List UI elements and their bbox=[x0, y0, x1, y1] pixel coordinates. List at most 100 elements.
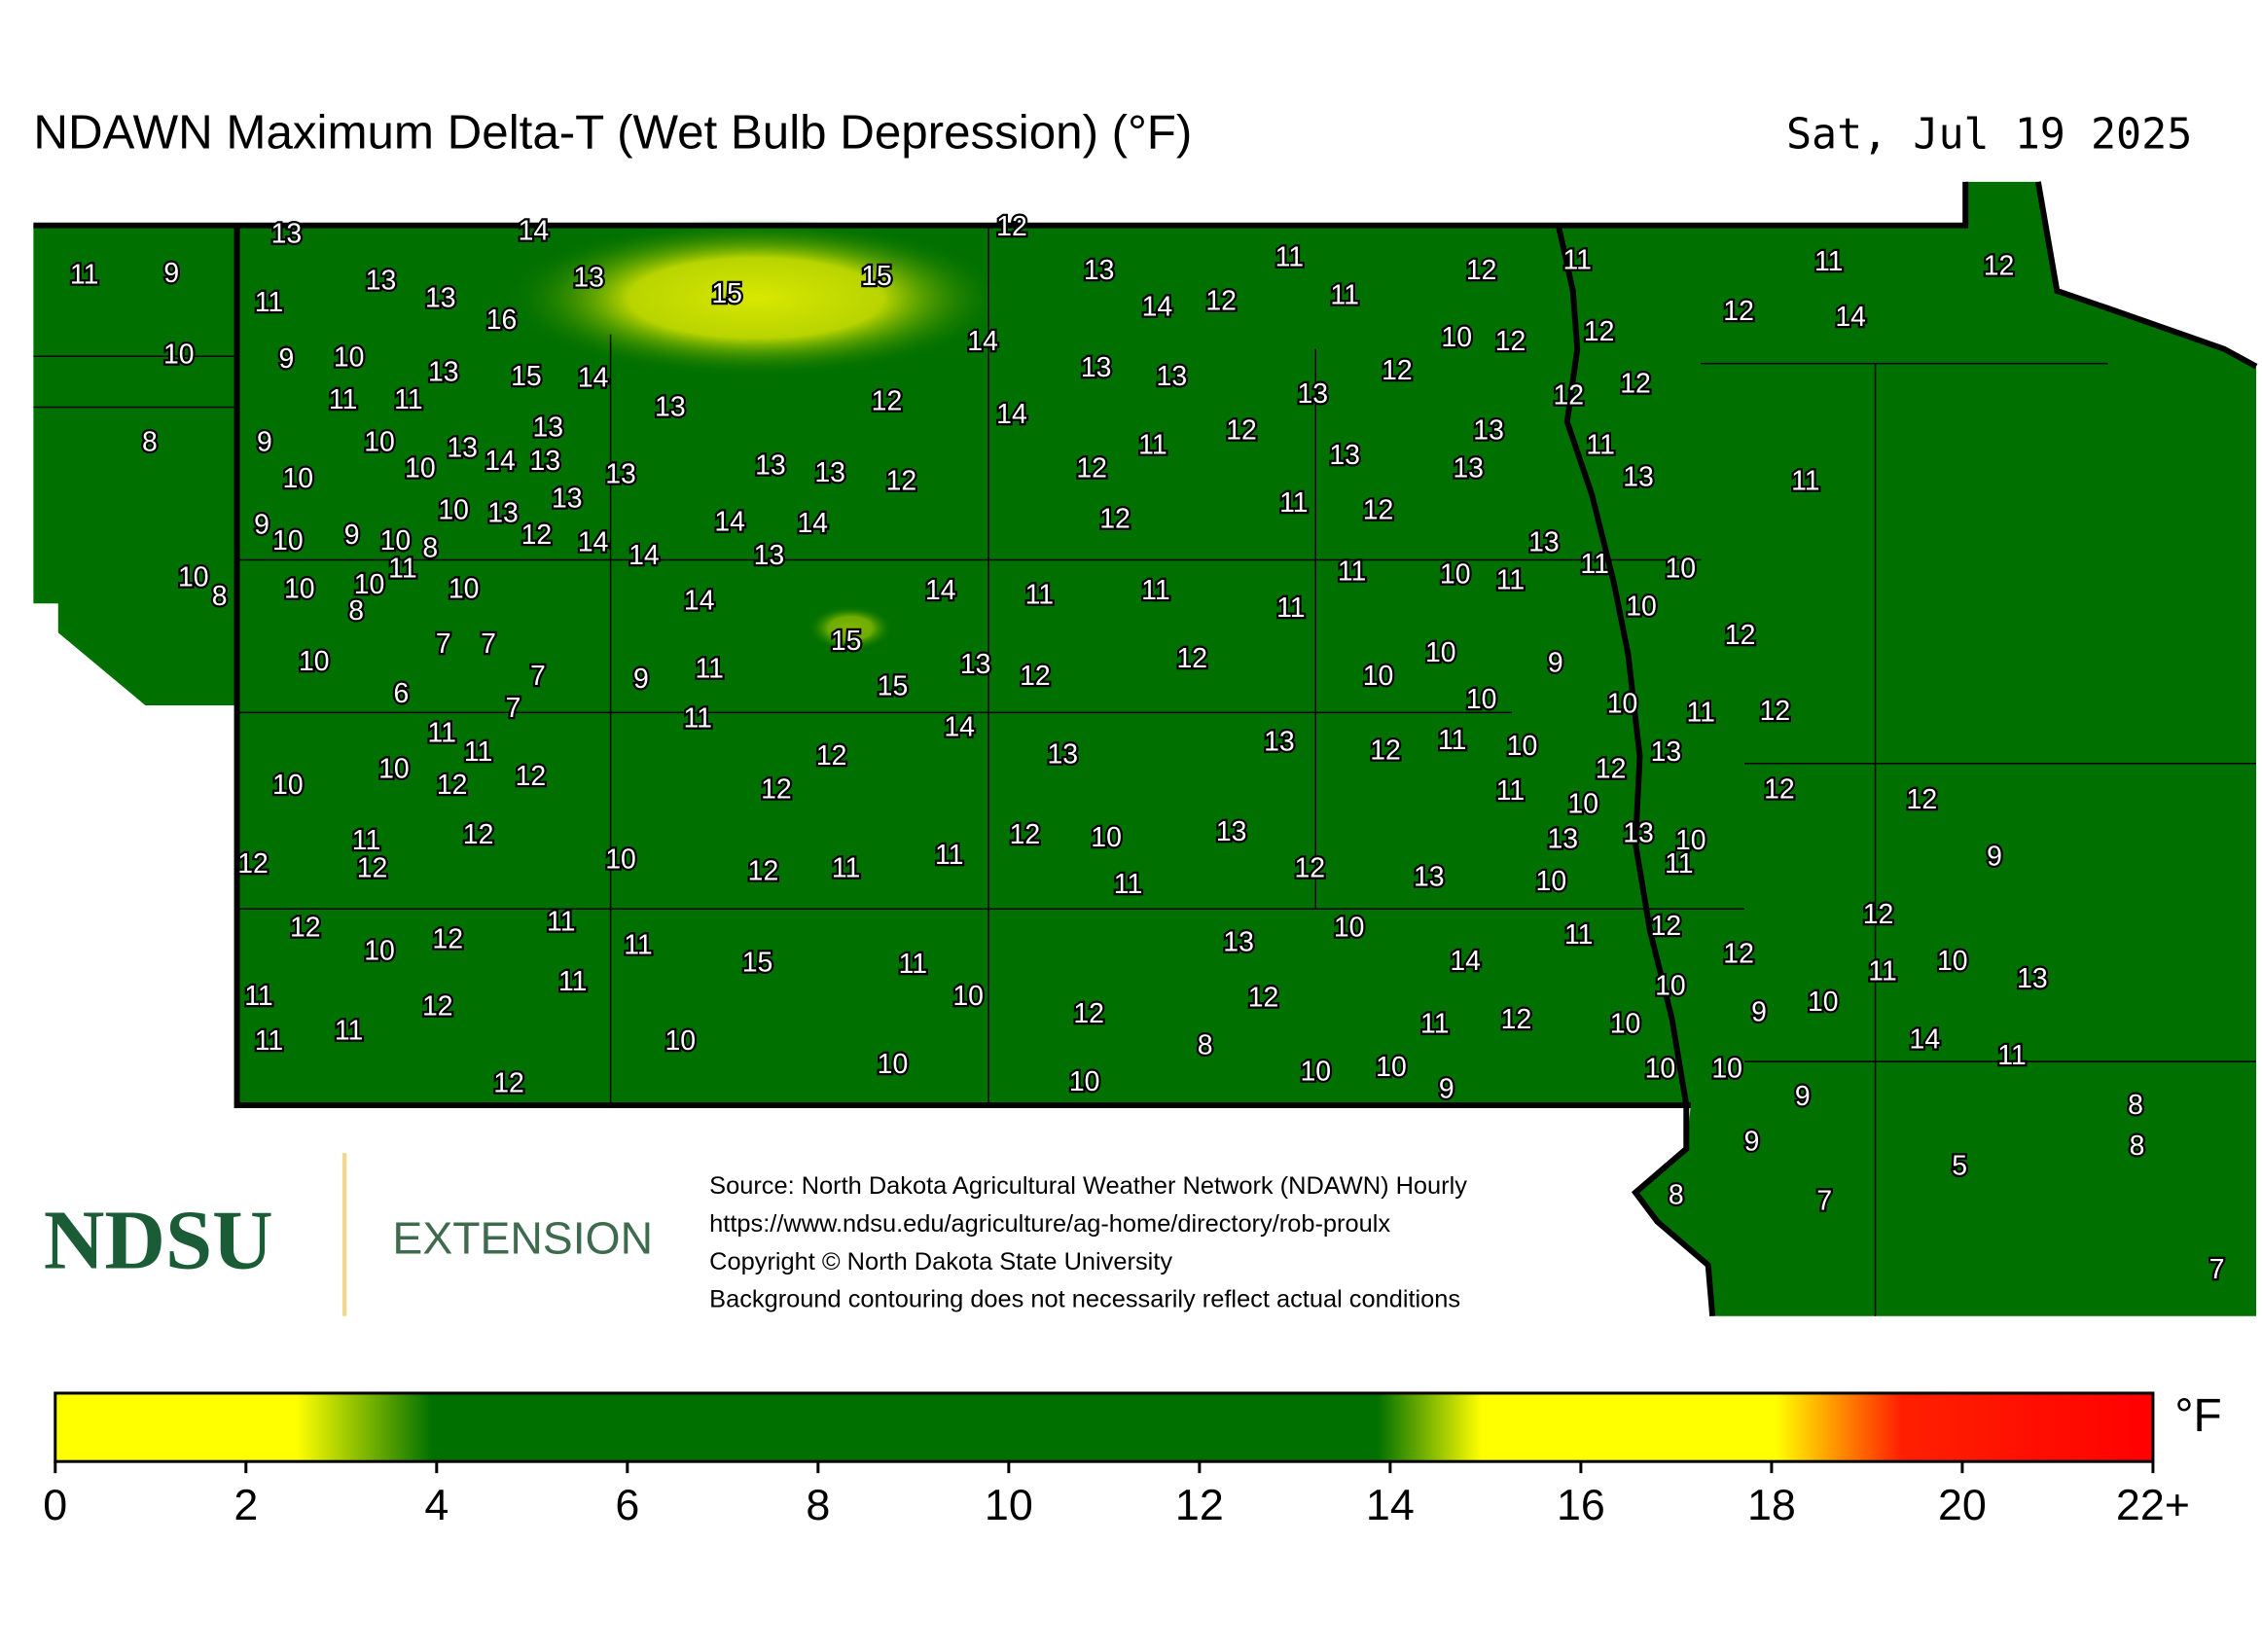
station-value: 14 bbox=[628, 540, 660, 571]
station-value: 14 bbox=[944, 711, 975, 742]
station-value: 9 bbox=[254, 510, 269, 541]
station-value: 10 bbox=[284, 573, 315, 604]
tick-label: 10 bbox=[985, 1480, 1033, 1529]
station-value: 9 bbox=[633, 664, 649, 695]
station-value: 14 bbox=[1910, 1024, 1941, 1056]
station-value: 13 bbox=[1473, 414, 1504, 446]
station-value: 10 bbox=[1937, 946, 1968, 977]
station-value: 11 bbox=[329, 384, 357, 415]
tick-label: 0 bbox=[43, 1480, 67, 1529]
note: https://www.ndsu.edu/agriculture/ag-home… bbox=[709, 1210, 1390, 1238]
station-value: 13 bbox=[428, 357, 459, 388]
station-value: 11 bbox=[683, 702, 711, 734]
station-value: 12 bbox=[1501, 1004, 1532, 1035]
map-area bbox=[33, 181, 2257, 1316]
station-value: 10 bbox=[1091, 822, 1122, 853]
note: Background contouring does not necessari… bbox=[709, 1286, 1460, 1313]
station-value: 9 bbox=[1987, 841, 2002, 872]
station-value: 8 bbox=[142, 426, 158, 457]
station-value: 12 bbox=[1984, 251, 2015, 282]
station-value: 10 bbox=[952, 981, 984, 1012]
station-value: 12 bbox=[996, 211, 1027, 242]
station-value: 12 bbox=[1723, 939, 1754, 970]
station-value: 11 bbox=[352, 825, 380, 856]
station-value: 11 bbox=[1665, 848, 1693, 880]
station-value: 12 bbox=[1651, 911, 1682, 942]
station-value: 12 bbox=[237, 848, 269, 880]
station-value: 12 bbox=[463, 819, 494, 850]
station-value: 11 bbox=[624, 930, 652, 961]
station-value: 11 bbox=[935, 840, 963, 871]
station-value: 11 bbox=[335, 1016, 363, 1047]
colorbar-ticks: 0 2 4 6 8 10 12 14 16 18 20 22+ bbox=[43, 1461, 2190, 1529]
station-value: 10 bbox=[1425, 637, 1456, 668]
station-value: 13 bbox=[1651, 736, 1682, 768]
station-value: 11 bbox=[1580, 549, 1608, 580]
station-value: 10 bbox=[364, 936, 395, 967]
station-value: 15 bbox=[861, 261, 892, 292]
station-value: 7 bbox=[506, 693, 521, 724]
station-value: 11 bbox=[1141, 575, 1169, 606]
station-value: 13 bbox=[1047, 739, 1078, 771]
colorbar bbox=[54, 1391, 2155, 1463]
station-value: 13 bbox=[960, 649, 991, 680]
station-value: 12 bbox=[521, 520, 553, 551]
tick-label: 8 bbox=[806, 1480, 830, 1529]
station-value: 13 bbox=[530, 446, 561, 477]
station-value: 13 bbox=[573, 262, 604, 293]
station-value: 11 bbox=[899, 949, 927, 980]
station-value: 14 bbox=[967, 326, 998, 357]
station-value: 13 bbox=[1528, 527, 1560, 558]
station-value: 13 bbox=[1548, 823, 1579, 854]
station-value: 13 bbox=[1157, 361, 1188, 392]
station-value: 12 bbox=[1370, 735, 1401, 766]
station-value: 9 bbox=[163, 258, 179, 289]
station-value: 12 bbox=[1020, 661, 1051, 692]
station-value: 10 bbox=[1666, 553, 1697, 584]
contour-blob bbox=[501, 218, 1011, 378]
station-value: 10 bbox=[1466, 684, 1497, 715]
station-value: 12 bbox=[493, 1068, 524, 1099]
station-value: 10 bbox=[1363, 661, 1394, 692]
station-value: 10 bbox=[378, 754, 410, 785]
station-value: 13 bbox=[487, 498, 519, 529]
station-value: 10 bbox=[283, 463, 314, 494]
station-value: 10 bbox=[1334, 913, 1365, 944]
station-value: 13 bbox=[533, 412, 564, 443]
station-value: 10 bbox=[1626, 591, 1657, 622]
station-value: 10 bbox=[1300, 1057, 1331, 1088]
station-value: 12 bbox=[1596, 754, 1627, 785]
station-value: 12 bbox=[1764, 774, 1795, 806]
station-value: 11 bbox=[1025, 579, 1054, 610]
station-value: 10 bbox=[1440, 558, 1471, 590]
station-value: 10 bbox=[163, 340, 195, 371]
station-value: 12 bbox=[1226, 414, 1257, 446]
station-value: 10 bbox=[1655, 970, 1686, 1001]
station-value: 12 bbox=[886, 466, 917, 497]
station-value: 12 bbox=[1466, 255, 1497, 286]
station-value: 11 bbox=[1138, 429, 1167, 460]
station-value: 14 bbox=[578, 363, 609, 394]
station-value: 13 bbox=[814, 457, 845, 488]
station-value: 13 bbox=[1329, 440, 1360, 471]
station-value: 11 bbox=[1338, 556, 1366, 587]
station-value: 10 bbox=[1808, 987, 1839, 1018]
station-value: 11 bbox=[1687, 697, 1715, 728]
station-value: 12 bbox=[1723, 296, 1754, 327]
station-value: 10 bbox=[272, 770, 304, 801]
station-value: 12 bbox=[1363, 495, 1394, 526]
station-value: 11 bbox=[1562, 245, 1591, 276]
station-value: 7 bbox=[481, 628, 496, 660]
station-value: 8 bbox=[348, 595, 364, 627]
station-value: 13 bbox=[1084, 255, 1115, 286]
station-value: 13 bbox=[754, 540, 785, 571]
station-value: 12 bbox=[1553, 380, 1584, 412]
station-value: 10 bbox=[272, 525, 304, 557]
station-value: 12 bbox=[1382, 355, 1413, 386]
tick-label: 2 bbox=[233, 1480, 258, 1529]
station-value: 13 bbox=[1216, 816, 1247, 847]
station-value: 13 bbox=[366, 265, 397, 296]
station-value: 13 bbox=[605, 458, 636, 489]
station-value: 11 bbox=[1276, 593, 1305, 624]
